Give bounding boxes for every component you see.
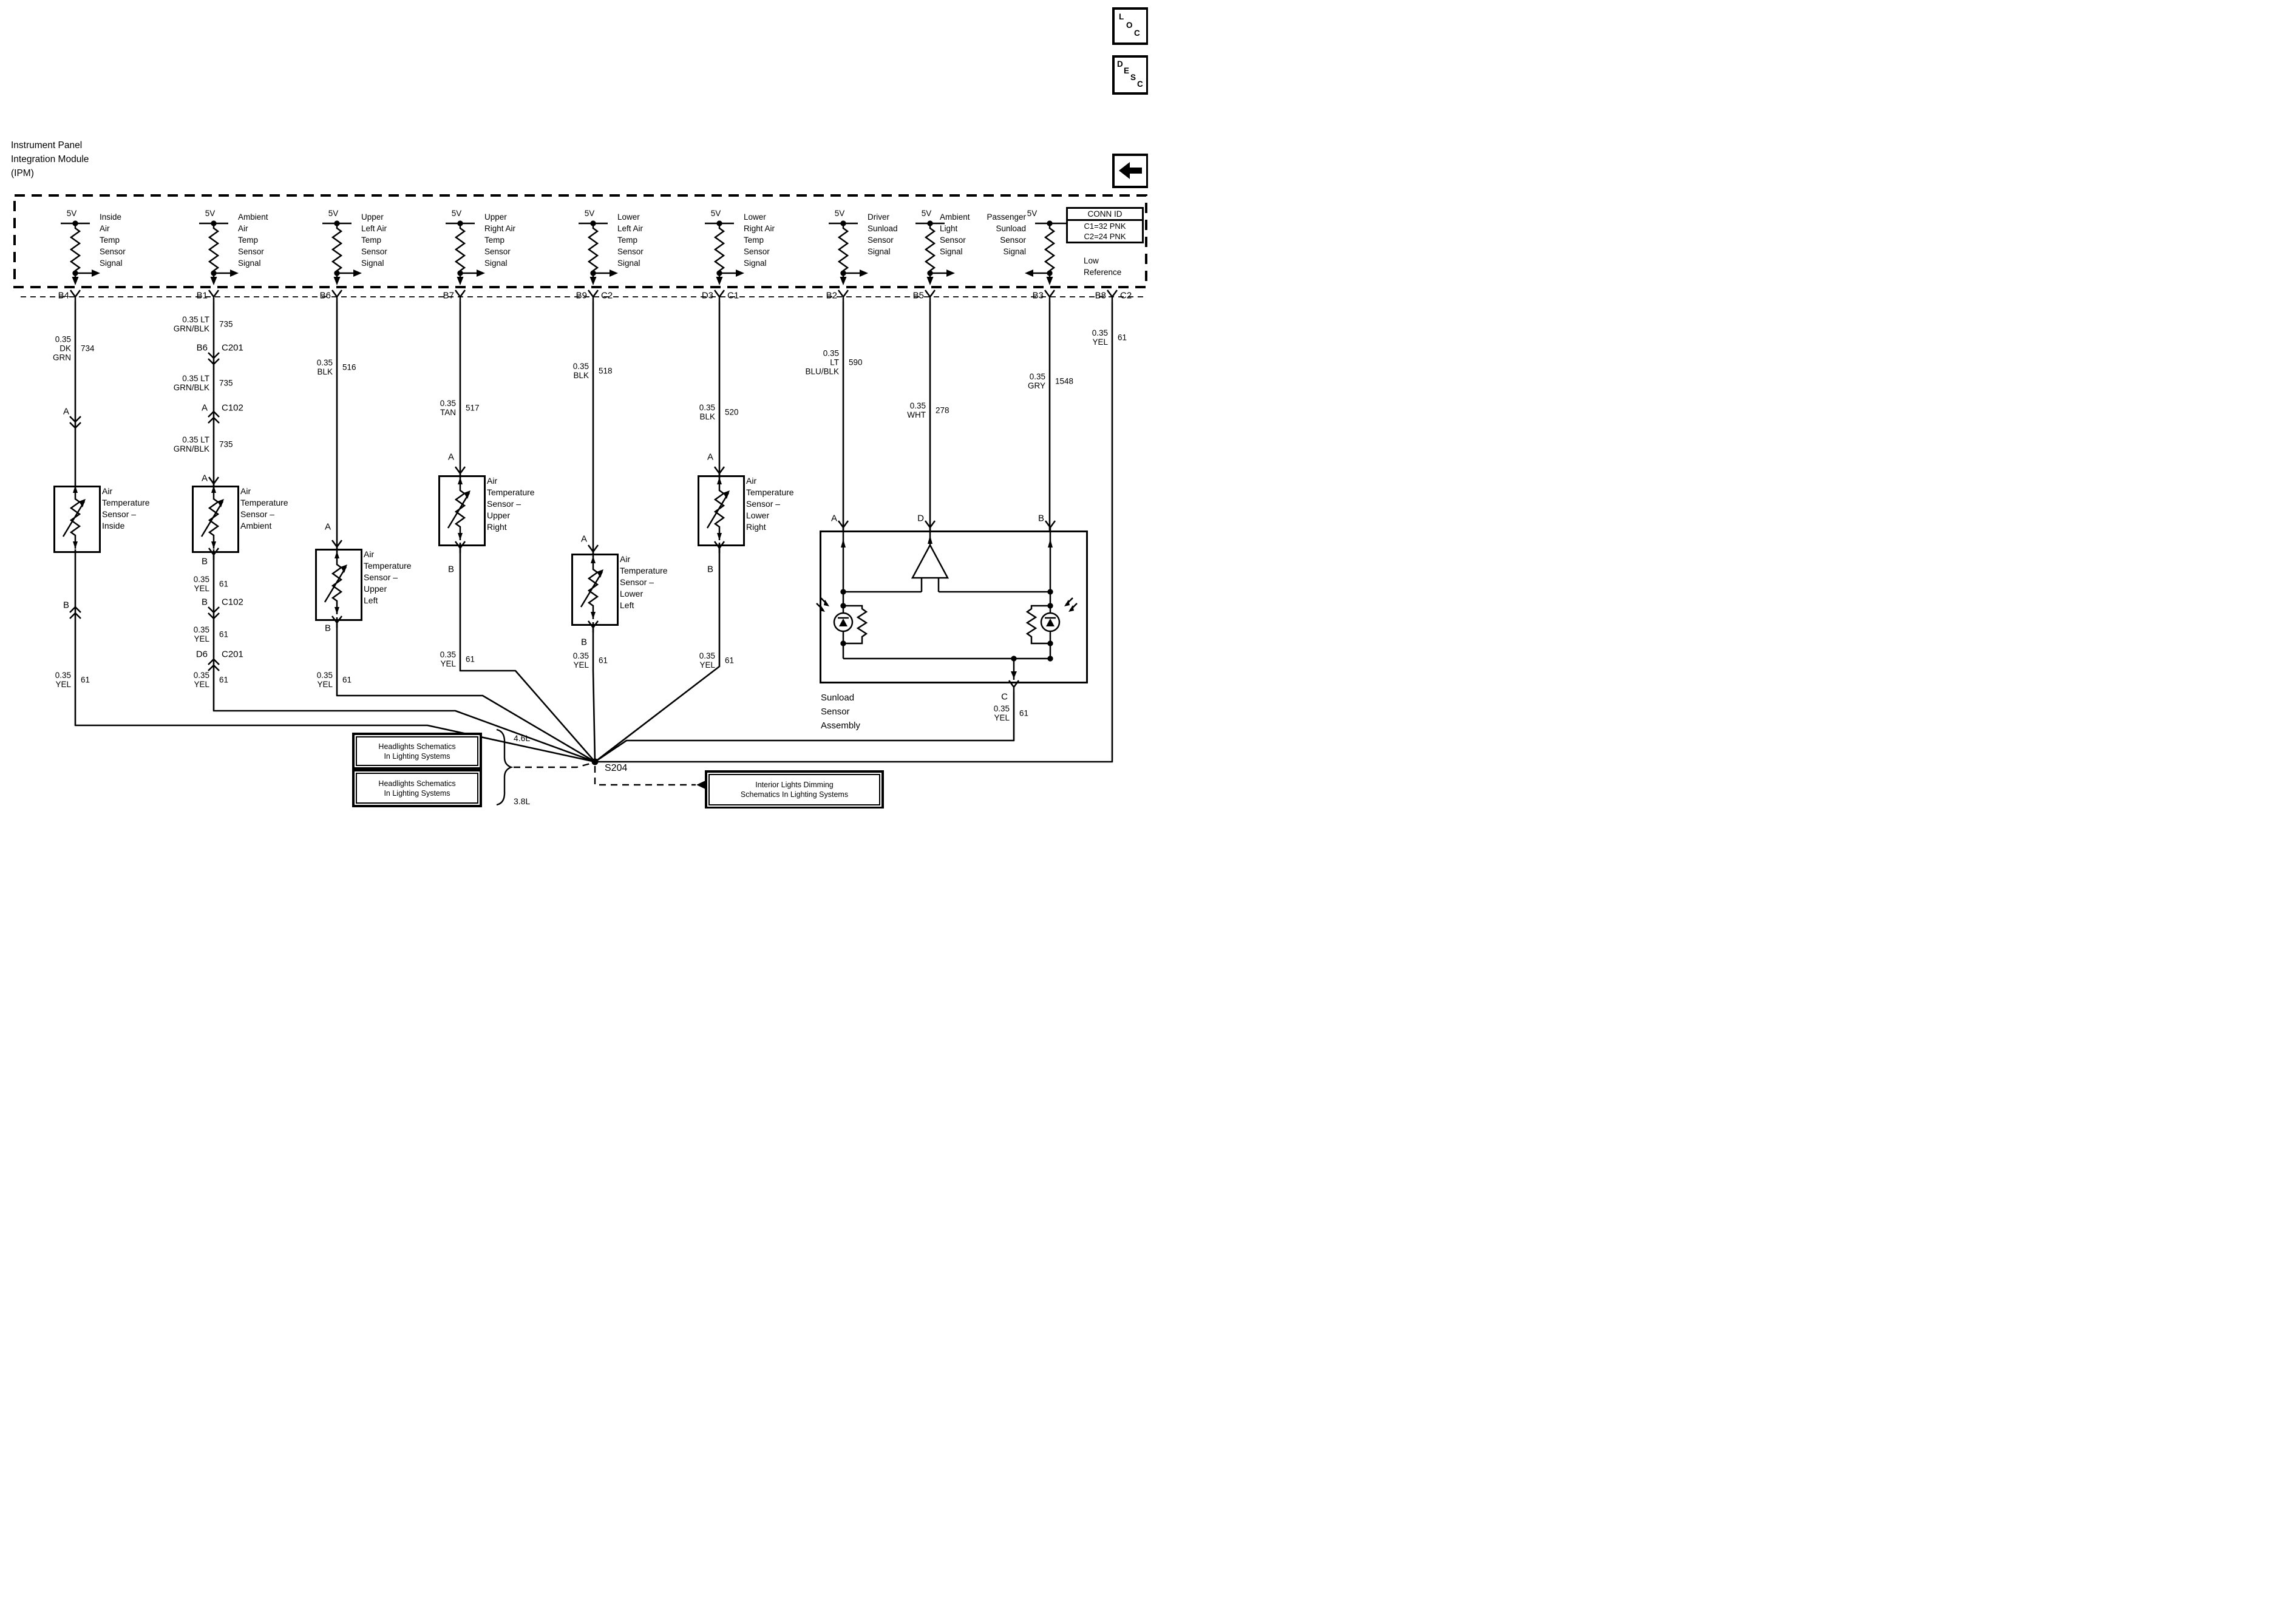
splice-dot: [591, 758, 599, 765]
conn-id-box: CONN ID C1=32 PNK C2=24 PNK: [1066, 207, 1144, 243]
low-reference-label: Low Reference: [1084, 256, 1122, 277]
sensor-box-upper-left: [315, 549, 362, 621]
supply-5v: 5V: [451, 209, 462, 218]
signal-label-ambient-light: Ambient Light Sensor Signal: [940, 212, 970, 256]
splice-label: S204: [605, 763, 628, 773]
signal-label-passenger-sunload: Passenger Sunload Sensor Signal: [987, 212, 1026, 256]
loc-button[interactable]: L O C: [1112, 7, 1148, 45]
sensor-box-inside: [53, 486, 101, 553]
supply-5v: 5V: [1027, 209, 1038, 218]
wires: [74, 302, 1113, 763]
sensor-box-lower-left: [571, 554, 619, 626]
schematic-linework: [13, 194, 1147, 806]
sensor-name-upper-left: Air Temperature Sensor – Upper Left: [364, 549, 412, 605]
sensor-box-upper-right: [438, 475, 486, 546]
signal-label-ambient: Ambient Air Temp Sensor Signal: [238, 212, 268, 268]
back-button[interactable]: [1112, 154, 1148, 188]
signal-label-upper-left: Upper Left Air Temp Sensor Signal: [361, 212, 387, 268]
signal-label-upper-right: Upper Right Air Temp Sensor Signal: [484, 212, 516, 268]
sensor-name-upper-right: Air Temperature Sensor – Upper Right: [487, 476, 535, 532]
engine-label-38l: 3.8L: [514, 796, 531, 806]
signal-label-lower-right: Lower Right Air Temp Sensor Signal: [744, 212, 775, 268]
ipm-boundary: [13, 194, 1147, 288]
wiring-diagram: Instrument Panel Integration Module (IPM…: [0, 0, 1148, 808]
supply-5v: 5V: [205, 209, 216, 218]
conn-id-row: C2=24 PNK: [1084, 232, 1126, 241]
conn-id-row: C1=32 PNK: [1084, 222, 1126, 231]
interior-ref-arrowhead: [696, 781, 705, 789]
sensor-box-ambient: [192, 486, 239, 553]
reference-dashes: [514, 762, 696, 786]
conn-id-header: CONN ID: [1068, 209, 1142, 221]
headlights-ref-box-1[interactable]: Headlights Schematics In Lighting System…: [352, 733, 482, 770]
sunload-assembly-label: Sunload Sensor Assembly: [821, 693, 861, 731]
sensor-name-inside: Air Temperature Sensor – Inside: [102, 486, 150, 531]
supply-5v: 5V: [921, 209, 932, 218]
supply-5v: 5V: [834, 209, 845, 218]
engine-brace: [496, 728, 514, 806]
sensor-name-lower-left: Air Temperature Sensor – Lower Left: [620, 554, 668, 610]
sensor-box-lower-right: [698, 475, 745, 546]
signal-label-driver-sunload: Driver Sunload Sensor Signal: [868, 212, 898, 256]
engine-label-46l: 4.6L: [514, 733, 531, 743]
supply-5v: 5V: [66, 209, 77, 218]
sunload-assembly-box: [820, 531, 1088, 683]
signal-label-lower-left: Lower Left Air Temp Sensor Signal: [617, 212, 644, 268]
signal-label-inside: Inside Air Temp Sensor Signal: [100, 212, 126, 268]
left-arrow-icon: [1119, 162, 1142, 179]
sensor-name-ambient: Air Temperature Sensor – Ambient: [240, 486, 288, 531]
sunload-internals: [816, 531, 1078, 680]
supply-5v: 5V: [710, 209, 721, 218]
page-title: Instrument Panel Integration Module (IPM…: [11, 140, 89, 178]
sensor-name-lower-right: Air Temperature Sensor – Lower Right: [746, 476, 794, 532]
interior-lights-ref-box[interactable]: Interior Lights Dimming Schematics In Li…: [705, 770, 884, 808]
headlights-ref-box-2[interactable]: Headlights Schematics In Lighting System…: [352, 769, 482, 807]
supply-5v: 5V: [584, 209, 595, 218]
supply-5v: 5V: [328, 209, 339, 218]
desc-button[interactable]: D E S C: [1112, 55, 1148, 95]
